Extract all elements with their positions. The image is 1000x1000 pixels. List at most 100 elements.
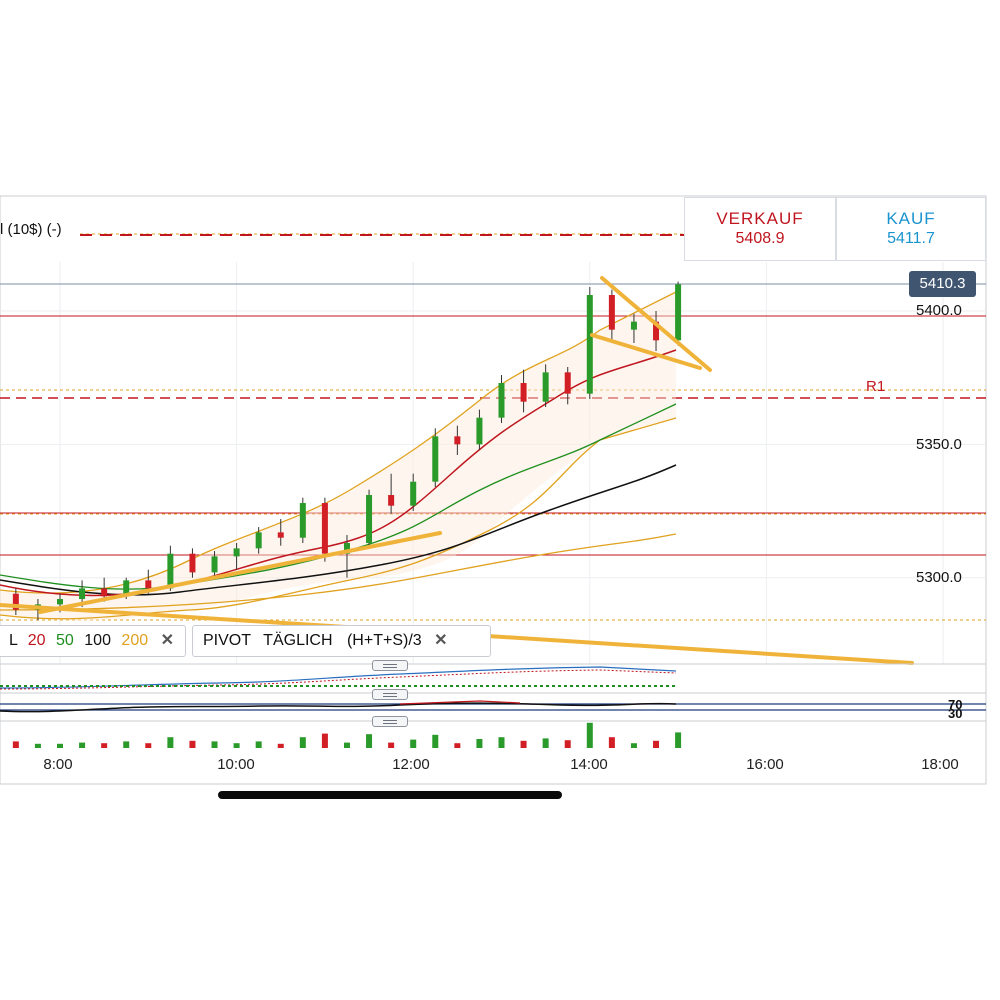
ma-legend-prefix: L: [9, 632, 18, 649]
candle-body: [12, 593, 19, 610]
panel-resize-handle-icon[interactable]: [372, 716, 408, 727]
candle-body: [343, 543, 350, 554]
candle-body: [388, 495, 395, 506]
trendline-support: [38, 531, 442, 614]
volume-bar: [145, 743, 152, 748]
candle-body: [167, 553, 174, 589]
trendline-wedge-bottom: [590, 333, 702, 370]
time-axis-label: 10:00: [217, 756, 255, 773]
time-axis-label: 16:00: [746, 756, 784, 773]
candle-body: [233, 548, 240, 557]
volume-bar: [454, 743, 461, 748]
volume-bar: [432, 734, 439, 748]
candle-body: [542, 372, 549, 402]
indicator-title: l (10$) (-): [0, 221, 62, 238]
time-axis-label: 18:00: [921, 756, 959, 773]
panel-resize-handle-icon[interactable]: [372, 660, 408, 671]
candle-body: [123, 580, 130, 597]
volume-bar: [233, 743, 240, 748]
volume-bar: [410, 739, 417, 748]
sell-price: 5408.9: [735, 230, 785, 247]
ma-legend-50: 50: [56, 632, 74, 649]
volume-bar: [476, 739, 483, 748]
ma-legend-20: 20: [27, 632, 46, 649]
chart-grid: [0, 262, 986, 664]
volume-bar: [542, 738, 549, 748]
candle-body: [630, 321, 637, 330]
candle-body: [454, 436, 461, 445]
candle-body: [586, 294, 593, 394]
candle-body: [79, 588, 86, 600]
volume-bar: [34, 743, 41, 748]
oscillator-level-30: 30: [948, 706, 963, 721]
candle-body: [520, 383, 527, 402]
oscillator-panel-2: [0, 700, 986, 713]
candle-body: [564, 372, 571, 394]
volume-bar: [630, 743, 637, 748]
volume-bar: [586, 722, 593, 748]
oscillator-panel-1: [0, 666, 677, 690]
volume-bar: [189, 740, 196, 748]
candle-body: [321, 503, 328, 554]
candle-body: [675, 284, 682, 341]
ma-legend-200: 200: [121, 632, 149, 649]
pivot-r1-label: R1: [866, 378, 886, 395]
time-axis-label: 14:00: [570, 756, 608, 773]
ma-legend[interactable]: L 20 50 100 200 ✕: [0, 625, 186, 657]
volume-bar: [388, 742, 395, 748]
sell-label: VERKAUF: [716, 209, 804, 228]
volume-bar: [255, 741, 262, 748]
volume-bar: [498, 737, 505, 748]
pivot-legend-period: TÄGLICH: [263, 632, 333, 649]
time-axis-label: 12:00: [392, 756, 430, 773]
candle-body: [366, 495, 373, 544]
sell-button[interactable]: VERKAUF 5408.9: [684, 197, 836, 261]
volume-bar: [211, 741, 218, 748]
candle-body: [189, 553, 196, 573]
price-axis-label: 5350.0: [916, 436, 962, 453]
time-axis-label: 8:00: [43, 756, 73, 773]
candle-body: [653, 321, 660, 341]
volume-bar: [277, 743, 284, 748]
candle-body: [498, 383, 505, 418]
volume-bar: [366, 734, 373, 748]
panel-resize-handle-icon[interactable]: [372, 689, 408, 700]
volume-bar: [101, 743, 108, 748]
buy-label: KAUF: [886, 209, 936, 228]
pivot-legend-close-icon[interactable]: ✕: [434, 632, 448, 649]
price-axis-label: 5300.0: [916, 569, 962, 586]
price-axis-label: 5400.0: [916, 302, 962, 319]
candle-body: [432, 436, 439, 482]
ma-legend-close-icon[interactable]: ✕: [160, 632, 174, 649]
pivot-legend[interactable]: PIVOT TÄGLICH (H+T+S)/3 ✕: [192, 625, 491, 657]
trendline-wedge-top: [600, 276, 712, 372]
ma-200-line: [0, 533, 677, 611]
buy-button[interactable]: KAUF 5411.7: [836, 197, 986, 261]
volume-bar: [167, 737, 174, 748]
candle-body: [608, 294, 615, 330]
oscillator-level-70: 70: [948, 697, 963, 712]
candle-body: [255, 532, 262, 549]
volume-bar: [520, 740, 527, 748]
volume-bar: [299, 737, 306, 748]
volume-bar: [321, 733, 328, 748]
candle-body: [410, 481, 417, 506]
candle-body: [211, 556, 218, 573]
candle-body: [145, 580, 152, 589]
candle-body: [57, 599, 63, 605]
volume-bar: [123, 741, 130, 748]
volume-bar: [79, 742, 86, 748]
volume-histogram: [12, 722, 682, 748]
candle-body: [101, 588, 108, 597]
ma-legend-100: 100: [84, 632, 111, 649]
volume-bar: [343, 742, 350, 748]
volume-bar: [653, 740, 660, 748]
volume-bar: [608, 737, 615, 748]
volume-bar: [57, 743, 63, 748]
current-price-tag: 5410.3: [909, 271, 976, 297]
home-indicator[interactable]: [218, 791, 562, 799]
candle-body: [277, 532, 284, 538]
candle-body: [476, 417, 483, 445]
pivot-legend-formula: (H+T+S)/3: [346, 632, 422, 649]
